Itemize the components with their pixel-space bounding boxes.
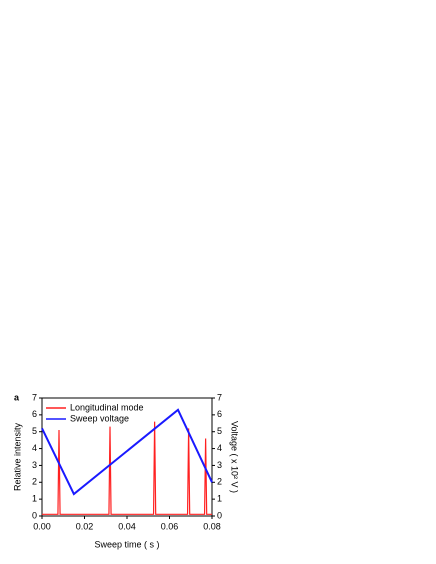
- legend-label: Longitudinal mode: [70, 402, 144, 412]
- y2-tick-label: 7: [217, 392, 222, 402]
- y-tick-label: 4: [32, 443, 37, 453]
- y2-tick-label: 6: [217, 409, 222, 419]
- y2-tick-label: 2: [217, 477, 222, 487]
- y2-tick-label: 5: [217, 426, 222, 436]
- y-tick-label: 2: [32, 477, 37, 487]
- y2-tick-label: 4: [217, 443, 222, 453]
- x-tick-label: 0.02: [76, 521, 94, 531]
- y2-tick-label: 0: [217, 510, 222, 520]
- y-tick-label: 1: [32, 494, 37, 504]
- y-tick-label: 3: [32, 460, 37, 470]
- y2-axis-label: Voltage ( x 10² V ): [230, 421, 240, 493]
- x-axis-label: Sweep time ( s ): [94, 539, 159, 549]
- y-tick-label: 0: [32, 510, 37, 520]
- y2-tick-label: 3: [217, 460, 222, 470]
- series-line: [42, 421, 212, 515]
- y-axis-label: Relative intensity: [12, 422, 22, 491]
- legend-label: Sweep voltage: [70, 413, 129, 423]
- x-tick-label: 0.04: [118, 521, 136, 531]
- x-tick-label: 0.08: [203, 521, 221, 531]
- series-line: [41, 408, 213, 496]
- y2-tick-label: 1: [217, 494, 222, 504]
- y-tick-label: 7: [32, 392, 37, 402]
- y-tick-label: 6: [32, 409, 37, 419]
- y-tick-label: 5: [32, 426, 37, 436]
- panel-label: a: [14, 392, 20, 402]
- x-tick-label: 0.00: [33, 521, 51, 531]
- x-tick-label: 0.06: [161, 521, 179, 531]
